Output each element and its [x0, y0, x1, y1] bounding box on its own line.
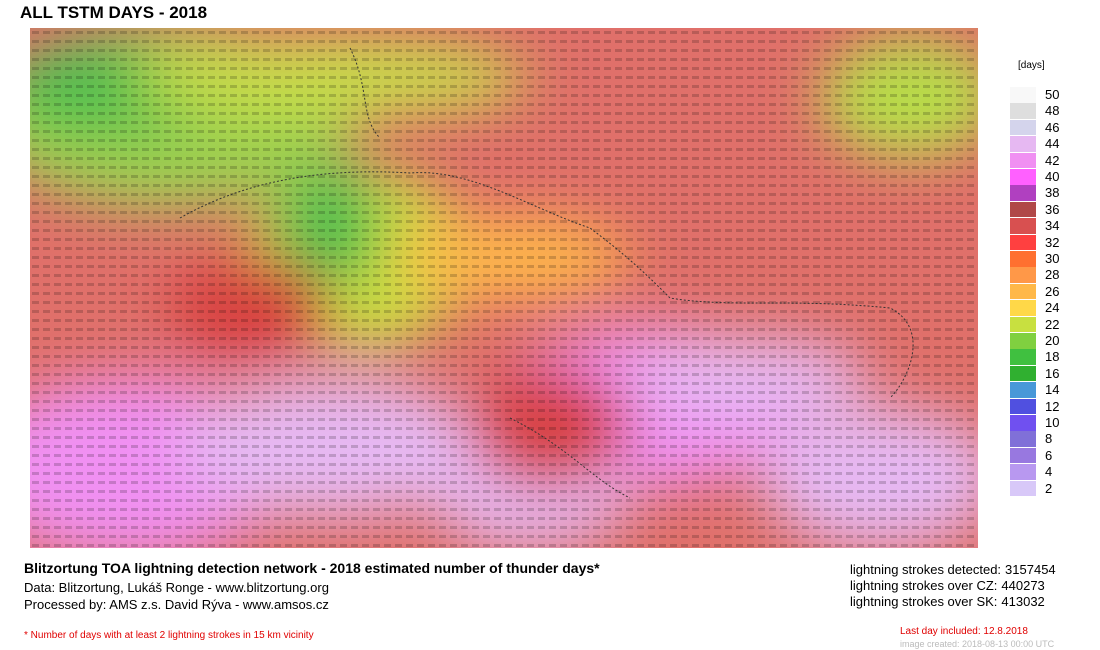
legend-label: 40 [1045, 169, 1060, 184]
legend-label: 10 [1045, 415, 1060, 430]
map [30, 28, 978, 548]
legend-swatch [1010, 431, 1036, 447]
legend-swatch [1010, 464, 1036, 480]
legend-label: 38 [1045, 185, 1060, 201]
last-day: Last day included: 12.8.2018 [900, 626, 1028, 637]
legend-label: 44 [1045, 136, 1060, 152]
stat-row: lightning strokes over SK: 413032 [850, 594, 1045, 609]
legend-swatch [1010, 480, 1036, 497]
legend-label: 12 [1045, 398, 1060, 414]
data-source: Data: Blitzortung, Lukáš Ronge - www.bli… [24, 580, 329, 595]
legend-swatch [1010, 283, 1036, 300]
legend-swatch [1010, 169, 1036, 185]
stat-value: 3157454 [1005, 562, 1056, 577]
legend-swatch [1010, 447, 1036, 464]
legend-label: 18 [1045, 349, 1060, 365]
legend-label: 32 [1045, 234, 1060, 250]
legend-swatch [1010, 119, 1036, 136]
legend-label: 26 [1045, 283, 1060, 299]
legend-label: 46 [1045, 119, 1060, 135]
legend-label: 42 [1045, 152, 1060, 168]
stat-label: lightning strokes detected: [850, 562, 1002, 577]
legend-label: 2 [1045, 480, 1053, 496]
title: ALL TSTM DAYS - 2018 [20, 3, 208, 22]
legend-swatch [1010, 87, 1036, 103]
legend-swatch [1010, 136, 1036, 152]
stat-row: lightning strokes detected: 3157454 [850, 562, 1056, 577]
legend-swatch [1010, 300, 1036, 316]
stat-row: lightning strokes over CZ: 440273 [850, 578, 1045, 593]
legend: 50 48 46 44 42 40 38 36 34 32 30 28 26 24 22 20 18 16 14 12… [1005, 60, 1065, 497]
legend-swatch [1010, 251, 1036, 267]
legend-unit: [days] [1018, 60, 1045, 71]
legend-label: 50 [1045, 87, 1060, 102]
legend-label: 16 [1045, 365, 1060, 381]
stat-label: lightning strokes over CZ: [850, 578, 998, 593]
legend-swatch [1010, 365, 1036, 382]
created: image created: 2018-08-13 00:00 UTC [900, 639, 1055, 649]
stat-value: 440273 [1001, 578, 1045, 593]
legend-swatch [1010, 415, 1036, 431]
legend-swatch [1010, 185, 1036, 201]
legend-swatch [1010, 201, 1036, 218]
stat-value: 413032 [1001, 594, 1045, 609]
legend-label: 14 [1045, 382, 1060, 398]
legend-label: 24 [1045, 300, 1060, 316]
legend-label: 4 [1045, 464, 1053, 480]
legend-swatch [1010, 398, 1036, 415]
processed-by: Processed by: AMS z.s. David Rýva - www.… [24, 597, 329, 612]
legend-swatch [1010, 349, 1036, 365]
legend-swatch [1010, 316, 1036, 333]
legend-swatch [1010, 152, 1036, 169]
legend-label: 6 [1045, 447, 1053, 463]
legend-label: 20 [1045, 333, 1060, 348]
legend-label: 22 [1045, 316, 1060, 332]
legend-label: 8 [1045, 431, 1053, 447]
legend-swatch [1010, 267, 1036, 283]
legend-swatch [1010, 382, 1036, 398]
legend-label: 48 [1045, 103, 1060, 119]
legend-swatch [1010, 234, 1036, 251]
footnote: * Number of days with at least 2 lightni… [24, 630, 314, 641]
legend-label: 36 [1045, 201, 1060, 217]
headline: Blitzortung TOA lightning detection netw… [24, 560, 600, 576]
legend-swatch [1010, 333, 1036, 349]
legend-swatch [1010, 218, 1036, 234]
legend-label: 34 [1045, 218, 1060, 234]
legend-label: 28 [1045, 267, 1060, 283]
legend-label: 30 [1045, 251, 1060, 266]
legend-swatch [1010, 103, 1036, 119]
stat-label: lightning strokes over SK: [850, 594, 998, 609]
